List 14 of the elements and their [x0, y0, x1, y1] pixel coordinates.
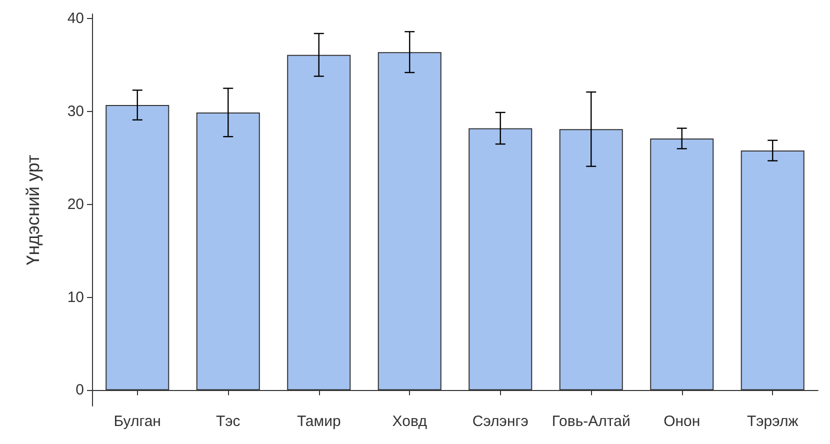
y-tick-label: 40: [67, 10, 84, 28]
x-tick-label: Ховд: [392, 413, 428, 430]
x-tick-label: Булган: [114, 413, 161, 430]
y-axis-title: Үндэсний урт: [23, 154, 43, 266]
y-tick-label: 0: [76, 382, 84, 399]
y-tick-label: 10: [67, 288, 84, 306]
x-tick-label: Онон: [664, 413, 700, 430]
x-tick-label: Тэс: [216, 413, 241, 430]
y-tick-label: 20: [67, 196, 84, 213]
x-tick-label: Сэлэнгэ: [472, 413, 529, 430]
y-tick-label: 30: [67, 103, 84, 120]
x-tick-label: Тамир: [296, 413, 341, 430]
x-tick-label: Говь-Алтай: [552, 413, 630, 430]
x-tick-label: Тэрэлж: [746, 413, 798, 430]
